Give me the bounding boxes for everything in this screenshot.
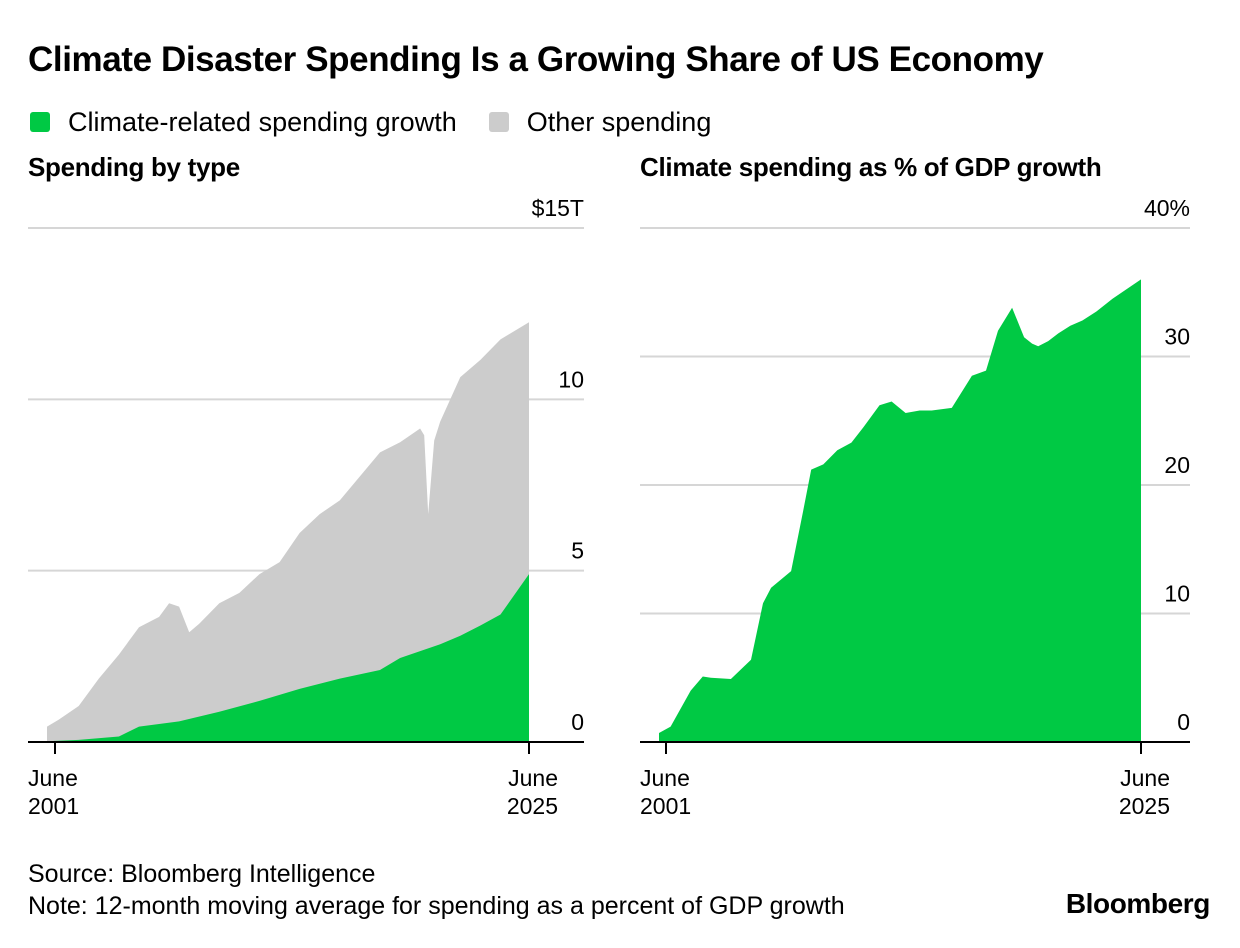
legend-label-other: Other spending — [526, 106, 712, 137]
legend-item-other: Other spending — [488, 106, 712, 138]
left-chart-title: Spending by type — [28, 152, 240, 182]
left-y-tick-label-10: 10 — [558, 366, 584, 392]
left-x-tick-label-0-0: June — [28, 765, 78, 791]
legend-item-climate: Climate-related spending growth — [30, 107, 457, 138]
left-y-tick-label-15: $15T — [532, 195, 584, 221]
right-chart-title: Climate spending as % of GDP growth — [640, 152, 1102, 182]
right-y-tick-label-30: 30 — [1164, 324, 1190, 350]
left-climate-spending-area — [47, 574, 529, 742]
footnote: Note: 12-month moving average for spendi… — [28, 892, 845, 920]
right-y-tick-label-0: 0 — [1177, 709, 1190, 735]
right-x-tick-label-0-1: 2001 — [640, 793, 691, 819]
right-y-tick-label-20: 20 — [1164, 452, 1190, 478]
legend-swatch-climate — [30, 112, 50, 132]
right-y-tick-label-10: 10 — [1164, 581, 1190, 607]
legend-swatch-other — [488, 112, 509, 132]
left-y-tick-label-0: 0 — [571, 709, 584, 735]
source-note: Source: Bloomberg Intelligence — [28, 860, 376, 888]
right-x-tick-label-0-0: June — [640, 765, 690, 791]
left-x-tick-label-1-0: June — [508, 765, 558, 791]
right-x-tick-label-1-0: June — [1120, 765, 1170, 791]
left-x-tick-label-1-1: 2025 — [507, 793, 558, 819]
right-y-tick-label-40: 40% — [1144, 195, 1190, 221]
bloomberg-logo: Bloomberg — [1065, 888, 1211, 919]
chart-title: Climate Disaster Spending Is a Growing S… — [28, 40, 1044, 79]
left-y-tick-label-5: 5 — [571, 538, 584, 564]
legend-label-climate: Climate-related spending growth — [68, 106, 457, 137]
left-x-tick-label-0-1: 2001 — [28, 793, 79, 819]
right-climate-spending-area — [659, 279, 1141, 742]
right-x-tick-label-1-1: 2025 — [1119, 793, 1170, 819]
left-other-spending-area — [47, 322, 529, 742]
legend: Climate-related spending growth Other sp… — [30, 106, 743, 138]
